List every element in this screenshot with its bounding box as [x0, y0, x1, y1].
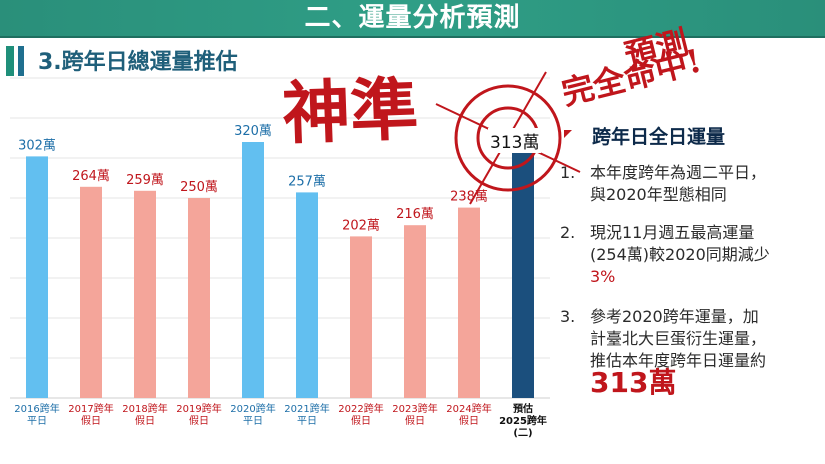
title-bar: 二、運量分析預測: [0, 0, 825, 38]
bar: [512, 147, 534, 398]
x-tick-label: 2023跨年: [392, 402, 437, 415]
item-number: 3.: [560, 307, 576, 326]
x-tick-label: 假日: [405, 414, 425, 427]
bar-value-label: 259萬: [126, 173, 164, 188]
accent-bar-blue: [18, 46, 24, 76]
x-tick-label: 假日: [459, 414, 479, 427]
bar: [404, 225, 426, 398]
chart-x-labels: 2016跨年平日2017跨年假日2018跨年假日2019跨年假日2020跨年平日…: [14, 402, 547, 439]
stamp-big: 神準: [280, 69, 420, 155]
item-highlight: 313萬: [590, 366, 677, 399]
x-tick-label: 假日: [351, 414, 371, 427]
item-highlight: 3%: [590, 267, 616, 286]
x-tick-label: 平日: [243, 416, 263, 427]
chart-value-labels: 302萬 264萬 259萬 250萬 320萬 257萬 202萬 216萬 238萬: [18, 124, 488, 233]
bar: [26, 156, 48, 398]
x-tick-label: 2022跨年: [338, 402, 383, 415]
x-tick-label: 假日: [135, 414, 155, 427]
bar-value-label: 238萬: [450, 190, 488, 205]
item-line: (254萬)較2020同期減少: [590, 245, 770, 264]
bar: [242, 142, 264, 398]
target-ring: [454, 84, 562, 192]
x-tick-label: 2019跨年: [176, 402, 221, 415]
x-tick-label: 2021跨年: [284, 402, 329, 415]
x-tick-label: 2024跨年: [446, 402, 491, 415]
bar: [134, 190, 156, 398]
bar-value-label: 257萬: [288, 174, 326, 189]
item-line: 現況11月週五最高運量: [590, 223, 755, 242]
x-tick-label: 平日: [27, 416, 47, 427]
item-line: 計臺北大巨蛋衍生運量，: [590, 329, 767, 348]
bar-value-label: 250萬: [180, 180, 218, 195]
bar: [80, 186, 102, 398]
x-tick-label: 2020跨年: [230, 402, 275, 415]
x-tick-label: 2018跨年: [122, 402, 167, 415]
item-line: 本年度跨年為週二平日，: [590, 163, 767, 182]
item-line: 與2020年型態相同: [590, 185, 727, 204]
x-tick-label: 2016跨年: [14, 402, 59, 415]
slide-subtitle: 3.跨年日總運量推估: [38, 50, 238, 75]
x-tick-label: 假日: [189, 414, 209, 427]
x-tick-label: 假日: [81, 414, 101, 427]
bar-value-label: 202萬: [342, 218, 380, 233]
bar: [350, 236, 372, 398]
bar: [188, 198, 210, 398]
target-marker: [564, 130, 572, 138]
bar-value-label: 320萬: [234, 124, 272, 139]
x-tick-label: 平日: [297, 416, 317, 427]
chart-bars: [26, 142, 534, 398]
x-tick-label: 2017跨年: [68, 402, 113, 415]
x-tick-label: 預估: [513, 402, 533, 415]
section-title: 二、運量分析預測: [304, 3, 521, 33]
item-number: 1.: [560, 163, 576, 182]
bar-value-label: 264萬: [72, 169, 110, 184]
x-tick-label: 2025跨年: [499, 414, 547, 427]
bar: [458, 207, 480, 398]
panel-title: 跨年日全日運量: [592, 126, 726, 148]
forecast-highlight-label: 313萬: [488, 128, 542, 153]
bar-value-label: 302萬: [18, 138, 56, 153]
bar: [296, 192, 318, 398]
item-line: 參考2020跨年運量，加: [590, 307, 759, 326]
item-number: 2.: [560, 223, 576, 242]
bar-value-label: 216萬: [396, 207, 434, 222]
x-tick-label: (二): [513, 427, 532, 439]
accent-bar-green: [6, 46, 14, 76]
item-line: 推估本年度跨年日運量約: [590, 351, 767, 370]
